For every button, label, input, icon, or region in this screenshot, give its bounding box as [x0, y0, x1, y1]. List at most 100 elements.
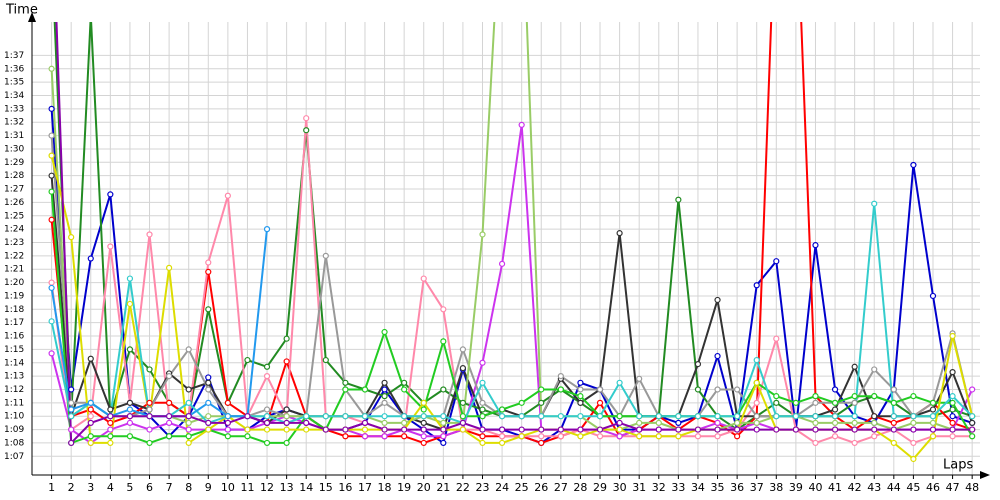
data-point: [342, 379, 349, 386]
data-point: [910, 426, 917, 433]
x-tick-label: 4: [107, 481, 114, 494]
data-point: [146, 231, 153, 238]
data-point: [126, 275, 134, 282]
y-tick-label: 1:34: [4, 91, 24, 101]
y-tick-label: 1:18: [4, 305, 24, 315]
data-point: [459, 419, 467, 426]
y-tick-label: 1:26: [4, 198, 24, 208]
data-point: [263, 426, 271, 433]
data-point: [48, 350, 55, 357]
data-point: [675, 196, 682, 203]
data-point: [283, 358, 290, 365]
data-point: [68, 399, 75, 406]
data-point: [929, 426, 937, 433]
x-tick-label: 27: [554, 481, 568, 494]
x-tick-label: 14: [299, 481, 313, 494]
x-tick-label: 2: [68, 481, 75, 494]
data-point: [655, 433, 662, 440]
data-point: [107, 406, 114, 413]
data-point: [146, 426, 153, 433]
data-point: [205, 379, 212, 386]
series-line: [55, 22, 973, 446]
x-tick-label: 25: [515, 481, 529, 494]
y-tick-label: 1:12: [4, 385, 24, 395]
x-tick-label: 23: [475, 481, 489, 494]
y-axis-title: Time: [5, 3, 38, 18]
data-point: [675, 413, 682, 420]
data-point: [224, 433, 231, 440]
data-point: [283, 406, 290, 413]
data-point: [48, 172, 55, 179]
x-tick-label: 12: [260, 481, 274, 494]
data-point: [224, 399, 231, 406]
x-tick-label: 7: [166, 481, 173, 494]
data-point: [459, 346, 467, 353]
data-point: [518, 413, 525, 420]
data-point: [440, 439, 447, 447]
data-point: [361, 386, 369, 393]
data-point: [831, 386, 839, 393]
data-point: [518, 121, 525, 128]
data-point: [949, 419, 956, 426]
data-point: [322, 252, 329, 259]
data-point: [381, 386, 388, 393]
x-tick-label: 9: [205, 481, 212, 494]
x-tick-label: 46: [926, 481, 940, 494]
data-point: [479, 406, 486, 413]
data-point: [910, 393, 917, 400]
data-point: [851, 426, 858, 433]
data-point: [773, 258, 780, 265]
data-point: [871, 419, 878, 426]
data-point: [929, 406, 937, 413]
y-tick-label: 1:24: [4, 225, 24, 235]
y-tick-label: 1:16: [4, 332, 24, 342]
data-point: [734, 386, 741, 393]
data-point: [440, 306, 447, 313]
data-point: [322, 356, 329, 364]
data-point: [773, 393, 780, 400]
data-point: [420, 275, 427, 282]
data-point: [753, 356, 760, 364]
x-tick-label: 43: [867, 481, 881, 494]
data-point: [812, 393, 819, 400]
y-tick-label: 1:27: [4, 185, 24, 195]
data-point: [479, 399, 486, 406]
data-point: [107, 439, 114, 447]
data-point: [694, 426, 702, 433]
x-tick-label: 17: [358, 481, 372, 494]
data-point: [48, 318, 55, 325]
data-point: [381, 379, 388, 386]
data-point: [205, 306, 212, 313]
y-tick-label: 1:29: [4, 158, 24, 168]
x-tick-label: 38: [769, 481, 783, 494]
data-point: [68, 386, 75, 393]
data-point: [126, 346, 134, 353]
data-point: [753, 419, 760, 426]
data-point: [792, 413, 799, 420]
x-tick-label: 34: [691, 481, 705, 494]
x-tick-label: 41: [828, 481, 842, 494]
data-point: [949, 433, 956, 440]
data-point: [401, 426, 408, 433]
x-tick-label: 31: [632, 481, 646, 494]
data-point: [675, 433, 682, 440]
data-point: [616, 413, 623, 420]
data-point: [616, 379, 623, 386]
data-point: [498, 433, 506, 440]
data-point: [675, 426, 682, 433]
data-point: [910, 161, 917, 169]
data-point: [479, 231, 486, 238]
data-point: [263, 363, 271, 370]
data-point: [283, 413, 290, 420]
data-point: [890, 413, 897, 420]
data-point: [381, 419, 388, 426]
data-point: [48, 279, 55, 286]
data-point: [538, 439, 545, 447]
data-point: [440, 413, 447, 420]
data-point: [949, 426, 956, 433]
data-point: [577, 379, 584, 386]
data-point: [322, 426, 329, 433]
data-point: [263, 413, 271, 420]
data-point: [498, 439, 506, 447]
